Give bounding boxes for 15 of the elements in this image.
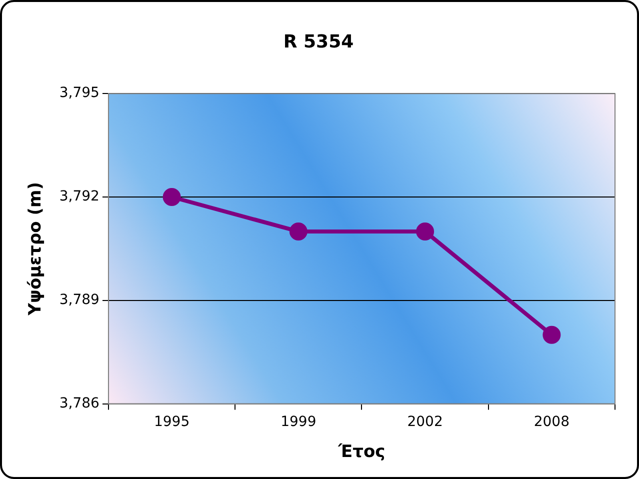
y-tick-label: 3,795: [59, 85, 100, 102]
y-axis-title: Υψόμετρο (m): [26, 182, 46, 316]
x-tick-label: 2008: [534, 414, 570, 430]
y-tick-label: 3,786: [59, 395, 100, 412]
x-tick-label: 1999: [280, 414, 316, 430]
point: [162, 188, 181, 206]
x-tick-label: 1995: [154, 414, 190, 430]
point: [289, 222, 308, 240]
point: [416, 222, 434, 240]
x-tick-label: 2002: [407, 414, 443, 430]
y-tick-label: 3,792: [59, 188, 100, 205]
chart-title: R 5354: [283, 31, 354, 52]
x-axis-title: Έτος: [337, 442, 386, 462]
point: [542, 326, 561, 344]
y-tick-label: 3,789: [59, 292, 100, 308]
